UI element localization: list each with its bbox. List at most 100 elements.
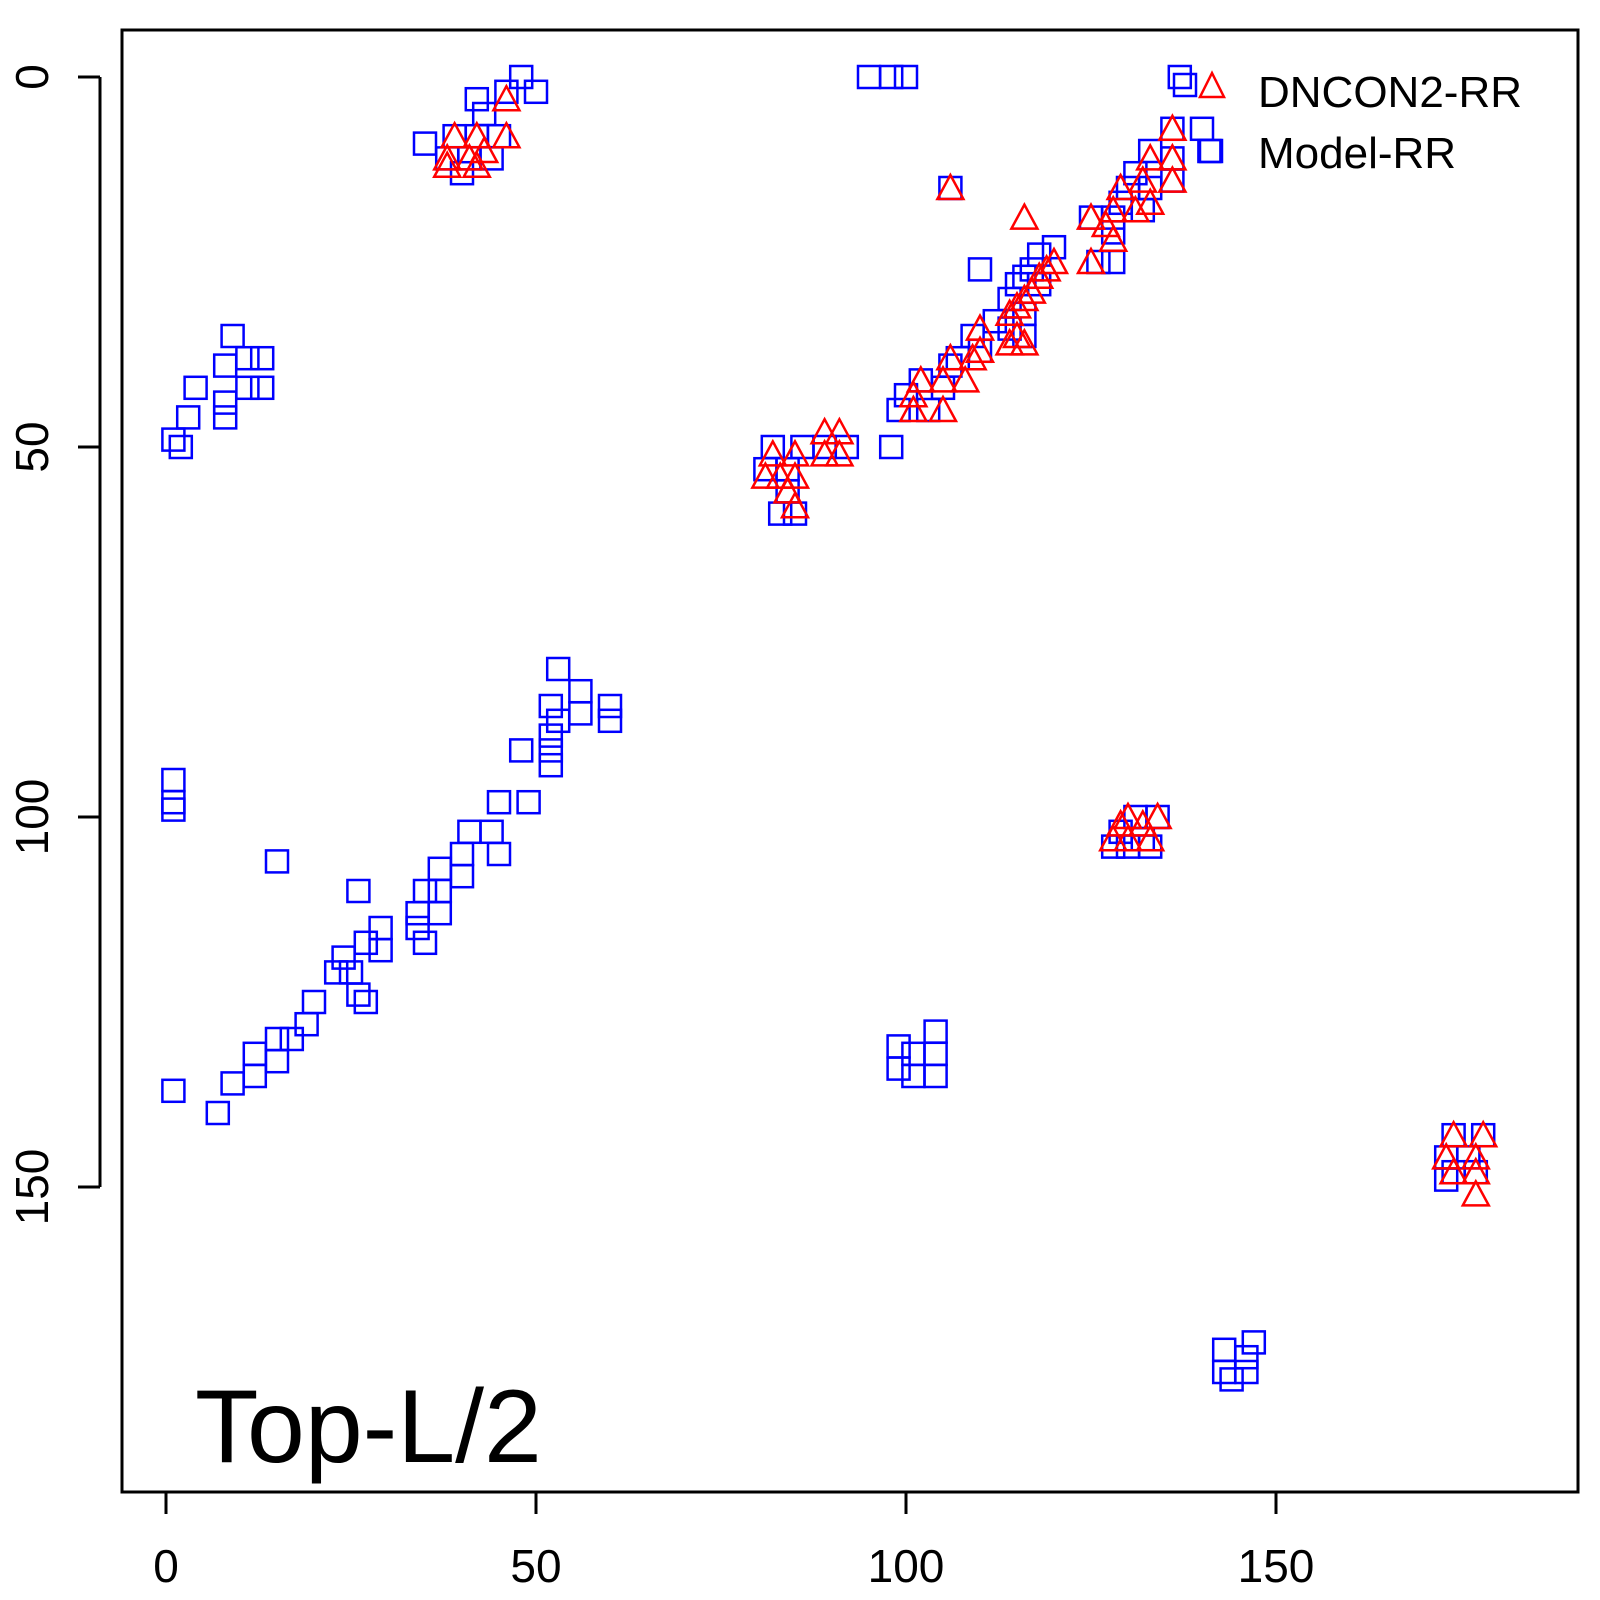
model-rr-point [923,1041,948,1067]
x-axis: 0 50 100 150 [153,1490,1314,1592]
model-rr-point [856,64,882,90]
model-rr-point [464,86,490,112]
dncon2-rr-point [950,364,981,393]
model-rr-point [368,915,393,941]
y-tick-label: 50 [6,421,58,472]
model-rr-point [220,1071,245,1096]
model-rr-point [516,789,541,815]
model-rr-point [161,767,186,793]
model-rr-point [427,900,453,926]
model-rr-point [878,434,904,460]
model-rr-point [597,693,623,719]
model-rr-point [301,989,327,1015]
model-rr-point [279,1026,305,1052]
dncon2-rr-point [964,335,996,364]
model-rr-point [901,1063,926,1089]
dncon2-rr-point [1112,823,1144,852]
model-rr-point [1241,1330,1267,1355]
model-rr-point [235,375,260,401]
model-rr-point [886,1034,911,1059]
dncon2-rr-point [772,475,803,504]
model-rr-point [168,434,194,460]
dncon2-rr-point [1075,246,1107,275]
model-rr-point [1167,64,1193,90]
model-rr-point [249,375,275,401]
dncon2-rr-point [1157,113,1188,142]
dncon2-rr-point [1460,1178,1491,1207]
dncon2-rr-point [491,120,522,149]
dncon2-rr-point [779,490,811,519]
dncon2-rr-point [1105,808,1136,837]
dncon2-rr-point [1016,275,1047,304]
dncon2-rr-point [1468,1119,1499,1148]
model-rr-point [161,789,186,815]
legend: DNCON2-RR Model-RR [1172,68,1522,178]
model-rr-point [242,1063,268,1089]
model-rr-point [161,797,186,822]
dncon2-rr-point [809,438,840,467]
dncon2-rr-point [1090,209,1121,238]
model-rr-point [538,738,564,763]
model-rr-point [523,79,549,105]
model-rr-point [338,960,364,985]
model-rr-point [212,353,238,378]
dncon2-rr-point [1135,823,1166,852]
model-rr-point [915,397,941,423]
model-rr-point [886,1056,911,1081]
model-rr-point [597,708,623,734]
dncon2-rr-point [1438,1156,1469,1185]
dncon2-rr-point [765,460,796,489]
model-rr-point [1234,1359,1259,1385]
model-rr-point [368,937,393,963]
dncon2-rr-point [1098,194,1129,223]
model-rr-point [486,841,512,867]
dncon2-rr-point [1157,164,1188,193]
model-rr-point [427,856,453,882]
model-rr-point [508,64,534,90]
dncon2-rr-point [1135,187,1166,216]
model-rr-point [405,900,430,926]
model-rr-point [405,915,430,941]
dncon2-rr-point [935,172,966,201]
model-rr-point [353,989,379,1015]
dncon2-rr-point [1009,283,1040,312]
model-rr-point [412,131,438,156]
model-rr-point [346,982,371,1007]
model-rr-series [161,64,1496,1392]
model-rr-point [323,960,349,985]
legend-square-marker-model [1198,138,1224,164]
model-rr-point [235,345,260,371]
dncon2-rr-series [432,83,1499,1207]
x-tick-label: 50 [510,1540,561,1592]
model-rr-point [205,1100,231,1126]
model-rr-point [220,323,245,349]
x-tick-label: 100 [868,1540,945,1592]
dncon2-rr-point [994,327,1025,356]
model-rr-point [449,863,475,889]
dncon2-rr-point [779,460,811,489]
legend-triangle-marker [1197,70,1227,99]
y-axis: 0 50 100 150 [6,64,102,1225]
legend-square-marker [1172,72,1198,98]
model-rr-point [878,64,904,90]
dncon2-rr-point [1098,823,1129,852]
dncon2-rr-point [1135,142,1166,171]
dncon2-rr-point [1127,164,1158,193]
model-rr-point [212,405,238,430]
model-rr-point [412,878,438,904]
dncon2-rr-point [824,438,855,467]
dncon2-rr-point [1038,246,1070,275]
model-rr-point [449,841,475,867]
model-rr-point [1041,234,1067,260]
dncon2-rr-point [935,342,966,371]
model-rr-point [545,656,571,682]
dncon2-rr-point [927,364,959,393]
dncon2-rr-point [927,394,959,423]
model-rr-point [568,701,593,726]
dncon2-rr-point [1105,172,1136,201]
model-rr-point [264,1048,290,1074]
model-rr-point [901,1041,926,1067]
model-rr-point [449,160,475,186]
y-tick-label: 0 [6,64,58,90]
model-rr-point [545,708,571,734]
